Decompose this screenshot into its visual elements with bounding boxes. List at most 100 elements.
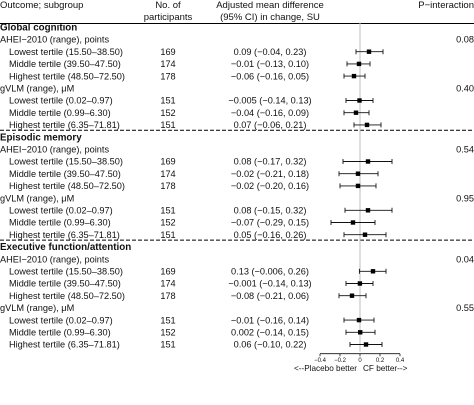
point-estimate (353, 110, 359, 115)
subgroup-label: Lowest tertile (15.50–38.50) (9, 267, 123, 277)
subgroup-label: Middle tertile (0.99–6.30) (9, 328, 111, 338)
subgroup-label: Highest tertile (6.35–71.81) (9, 340, 120, 350)
point-estimate (357, 281, 363, 286)
point-estimate (358, 330, 363, 335)
estimate-ci-text: 0.13 (−0.006, 0.26) (231, 267, 309, 277)
group-label: AHEI−2010 (range), points (0, 145, 109, 155)
subgroup-label: Middle tertile (39.50–47.50) (9, 279, 121, 289)
subgroup-label: Highest tertile (6.35–71.81) (9, 120, 120, 130)
point-estimate (355, 183, 361, 189)
participants-count: 178 (160, 291, 175, 301)
subgroup-label: Middle tertile (0.99–6.30) (9, 218, 111, 228)
subgroup-label: Middle tertile (39.50–47.50) (9, 169, 121, 179)
group-label: AHEI−2010 (range), points (0, 35, 109, 45)
x-tick-label: 0.2 (376, 358, 385, 364)
estimate-ci-text: −0.005 (−0.14, 0.13) (228, 96, 311, 106)
p-interaction-value: 0.95 (456, 193, 474, 203)
estimate-ci-text: −0.02 (−0.21, 0.18) (231, 169, 309, 179)
point-estimate (362, 232, 368, 237)
header-n-line2: participants (144, 12, 193, 23)
participants-count: 151 (160, 230, 175, 240)
estimate-ci-text: 0.09 (−0.04, 0.23) (234, 47, 307, 57)
x-tick-label: −0.4 (314, 358, 327, 364)
estimate-ci-text: 0.08 (−0.17, 0.32) (234, 157, 307, 167)
group-label: AHEI−2010 (range), points (0, 254, 109, 264)
section-title: Executive function/attention (0, 242, 131, 253)
estimate-ci-text: −0.07 (−0.29, 0.15) (231, 218, 309, 228)
point-estimate (364, 122, 370, 128)
subgroup-label: Lowest tertile (0.02–0.97) (9, 315, 113, 325)
subgroup-label: Middle tertile (0.99–6.30) (9, 108, 111, 118)
participants-count: 151 (160, 315, 175, 325)
point-estimate (356, 61, 362, 67)
subgroup-label: Highest tertile (48.50–72.50) (9, 181, 125, 191)
participants-count: 152 (160, 108, 175, 118)
participants-count: 169 (160, 157, 175, 167)
x-axis: −0.4 −0.2 0 0.2 0.4 <--Placebo better CF bette… (294, 353, 408, 373)
estimate-ci-text: 0.07 (−0.06, 0.21) (234, 120, 307, 130)
participants-count: 174 (160, 169, 175, 179)
column-headers: Outcome; subgroup No. of participants Ad… (0, 0, 474, 23)
header-estimate-line1: Adjusted mean difference (216, 0, 324, 11)
point-estimate (350, 220, 356, 225)
estimate-ci-text: −0.08 (−0.21, 0.06) (231, 291, 309, 301)
header-n-line1: No. of (155, 0, 181, 11)
estimate-ci-text: −0.001 (−0.14, 0.13) (228, 279, 311, 289)
forest-marks (330, 22, 393, 352)
header-subgroup: Outcome; subgroup (0, 0, 83, 11)
participants-count: 178 (160, 181, 175, 191)
subgroup-label: Lowest tertile (15.50–38.50) (9, 47, 123, 57)
participants-count: 178 (160, 71, 175, 81)
point-estimate (355, 171, 361, 176)
estimate-ci-text: 0.05 (−0.16, 0.26) (234, 230, 307, 240)
section-title: Global cognition (0, 23, 77, 34)
subgroup-label: Lowest tertile (0.02–0.97) (9, 96, 113, 106)
p-interaction-value: 0.04 (456, 254, 474, 264)
subgroup-label: Lowest tertile (0.02–0.97) (9, 206, 113, 216)
point-estimate (363, 342, 369, 347)
participants-count: 152 (160, 328, 175, 338)
point-estimate (356, 317, 362, 323)
footer-placebo-better: <--Placebo better (294, 364, 357, 373)
participants-count: 151 (160, 340, 175, 350)
participants-count: 151 (160, 96, 175, 106)
estimate-ci-text: 0.08 (−0.15, 0.32) (234, 206, 307, 216)
p-interaction-value: 0.08 (456, 35, 474, 45)
point-estimate (365, 159, 371, 164)
participants-count: 151 (160, 120, 175, 130)
p-interaction-value: 0.55 (456, 303, 474, 313)
p-interaction-value: 0.54 (456, 145, 474, 155)
x-tick-label: 0.4 (396, 358, 405, 364)
estimate-ci-text: −0.01 (−0.16, 0.14) (231, 315, 309, 325)
subgroup-label: Middle tertile (39.50–47.50) (9, 59, 121, 69)
x-tick-label: −0.2 (334, 358, 347, 364)
point-estimate (370, 269, 376, 274)
estimate-ci-text: 0.002 (−0.14, 0.15) (231, 328, 309, 338)
estimate-ci-text: −0.04 (−0.16, 0.09) (231, 108, 309, 118)
point-estimate (351, 73, 357, 79)
x-tick-label: 0 (358, 358, 362, 364)
point-estimate (349, 293, 355, 298)
participants-count: 169 (160, 267, 175, 277)
estimate-ci-text: −0.02 (−0.20, 0.16) (231, 181, 309, 191)
participants-count: 151 (160, 206, 175, 216)
group-label: gVLM (range), μM (0, 193, 74, 203)
header-p-interaction: P−interaction (418, 0, 474, 11)
subgroup-label: Highest tertile (48.50–72.50) (9, 71, 125, 81)
estimate-ci-text: −0.01 (−0.13, 0.10) (231, 59, 309, 69)
footer-cf-better: CF better--> (363, 364, 408, 373)
header-estimate-line2: (95% CI) in change, SU (220, 12, 320, 23)
estimate-ci-text: 0.06 (−0.10, 0.22) (234, 340, 307, 350)
subgroup-label: Highest tertile (6.35–71.81) (9, 230, 120, 240)
section-title: Episodic memory (0, 132, 82, 143)
point-estimate (365, 208, 371, 213)
group-label: gVLM (range), μM (0, 303, 74, 313)
point-estimate (357, 98, 362, 103)
estimate-ci-text: −0.06 (−0.16, 0.05) (231, 71, 309, 81)
participants-count: 174 (160, 59, 175, 69)
subgroup-label: Highest tertile (48.50–72.50) (9, 291, 125, 301)
group-label: gVLM (range), μM (0, 84, 74, 94)
participants-count: 169 (160, 47, 175, 57)
